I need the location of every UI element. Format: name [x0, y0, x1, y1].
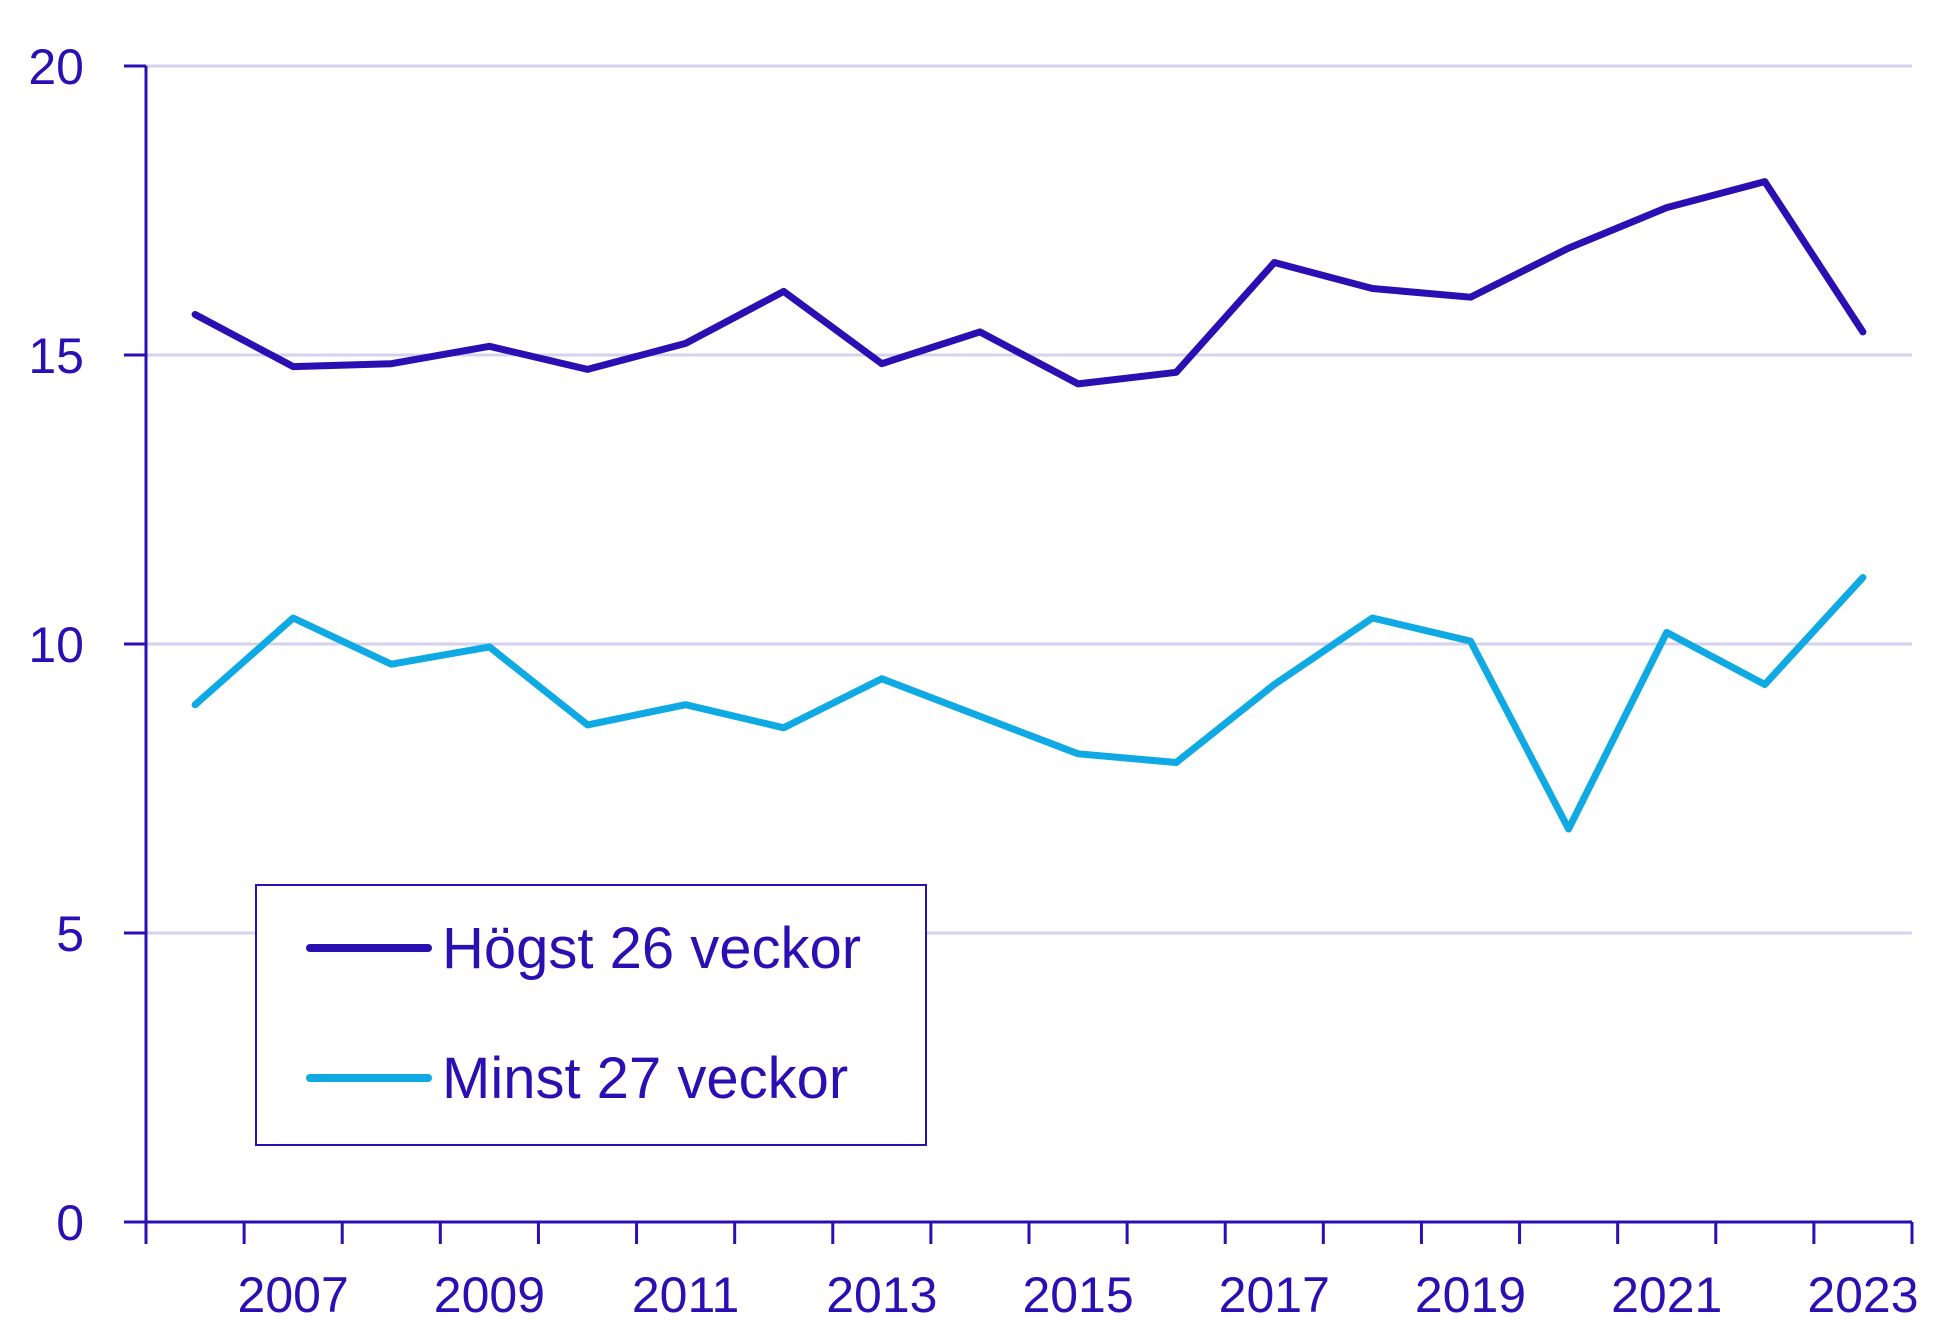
x-tick-label-2019: 2019 — [1415, 1267, 1526, 1323]
x-tick-label-2013: 2013 — [826, 1267, 937, 1323]
x-axis-ticks: 2007 2009 2011 2013 2015 2017 2019 2021 2023 — [144, 1222, 1919, 1323]
series-line-hogst-26-veckor — [191, 178, 1867, 388]
y-tick-label-20: 20 — [28, 39, 84, 95]
x-tick-label-2007: 2007 — [238, 1267, 349, 1323]
x-tick-label-2021: 2021 — [1611, 1267, 1722, 1323]
x-tick-label-2011: 2011 — [632, 1267, 740, 1323]
y-axis-ticks: 0 5 10 15 20 — [28, 39, 146, 1251]
y-tick-label-15: 15 — [28, 328, 84, 384]
legend: Högst 26 veckor Minst 27 veckor — [255, 884, 927, 1146]
x-tick-label-2009: 2009 — [434, 1267, 545, 1323]
legend-box — [255, 884, 927, 1146]
gridlines — [146, 64, 1912, 935]
series-line-minst-27-veckor — [191, 574, 1867, 833]
y-tick-label-5: 5 — [56, 906, 84, 962]
y-tick-label-0: 0 — [56, 1195, 84, 1251]
series-lines — [191, 178, 1867, 833]
x-tick-label-2017: 2017 — [1219, 1267, 1330, 1323]
x-tick-label-2023: 2023 — [1807, 1267, 1918, 1323]
y-tick-label-10: 10 — [28, 617, 84, 673]
x-tick-label-2015: 2015 — [1022, 1267, 1133, 1323]
legend-label-hogst: Högst 26 veckor — [442, 916, 861, 981]
legend-label-minst: Minst 27 veckor — [442, 1046, 848, 1111]
